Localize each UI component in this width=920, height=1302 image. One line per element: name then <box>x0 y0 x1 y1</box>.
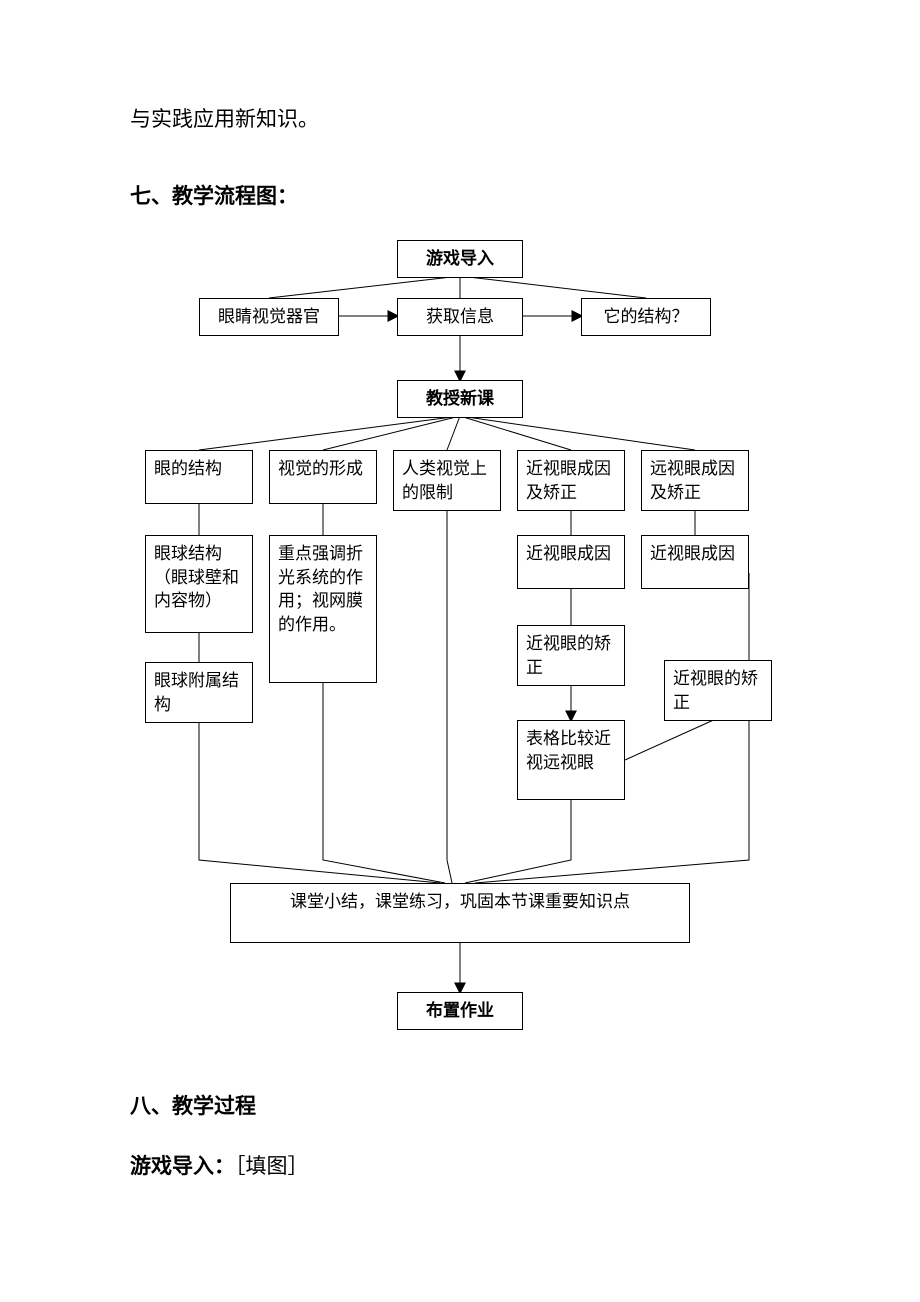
subsection-label: 游戏导入： <box>130 1154 235 1178</box>
flow-node-d3: 人类视觉上的限制 <box>393 450 501 512</box>
flow-node-d4: 近视眼成因及矫正 <box>517 450 625 512</box>
flow-node-e2: 重点强调折光系统的作用；视网膜的作用。 <box>269 535 377 683</box>
teaching-flowchart: 游戏导入眼睛视觉器官 获取信息 它的结构？ 教授新课眼的结构视觉的形成人类视觉上的限制… <box>130 240 790 1060</box>
flow-node-d5: 远视眼成因及矫正 <box>641 450 749 512</box>
flow-node-c: 教授新课 <box>397 380 523 418</box>
heading-7: 七、教学流程图： <box>130 180 790 210</box>
flow-node-e4: 近视眼成因 <box>517 535 625 589</box>
flow-node-a: 游戏导入 <box>397 240 523 278</box>
subsection-content: ［填图］ <box>235 1154 309 1178</box>
flow-node-d2: 视觉的形成 <box>269 450 377 504</box>
heading-8: 八、教学过程 <box>130 1090 790 1120</box>
flow-node-g: 表格比较近视远视眼 <box>517 720 625 800</box>
intro-text: 与实践应用新知识。 <box>130 100 790 140</box>
flow-node-i: 布置作业 <box>397 992 523 1030</box>
flow-node-b2: 获取信息 <box>397 298 523 336</box>
flow-node-f5: 近视眼的矫正 <box>664 660 772 722</box>
flow-node-h: 课堂小结，课堂练习，巩固本节课重要知识点 <box>230 883 690 943</box>
flow-node-e1: 眼球结构（眼球壁和内容物） <box>145 535 253 633</box>
flow-node-e5: 近视眼成因 <box>641 535 749 589</box>
flow-node-b3: 它的结构？ <box>581 298 711 336</box>
subsection-game-intro: 游戏导入：［填图］ <box>130 1150 790 1180</box>
flow-node-f1: 眼球附属结构 <box>145 662 253 724</box>
flow-node-b1: 眼睛视觉器官 <box>199 298 339 336</box>
flow-node-f4: 近视眼的矫正 <box>517 625 625 687</box>
flow-node-d1: 眼的结构 <box>145 450 253 504</box>
